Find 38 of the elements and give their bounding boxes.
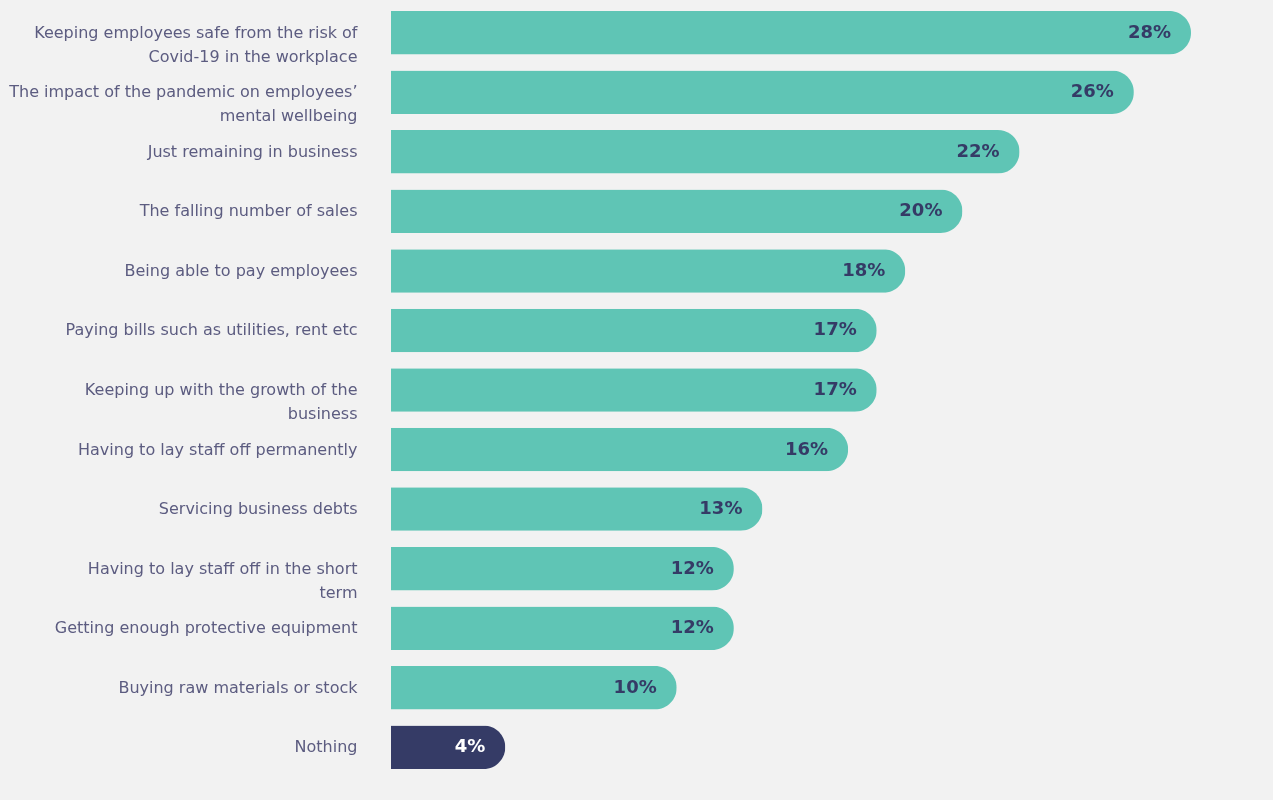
bar xyxy=(391,70,1134,114)
y-tick-label: Servicing business debts xyxy=(158,499,358,519)
y-tick-label: Nothing xyxy=(294,737,358,757)
y-tick-label: Paying bills such as utilities, rent etc xyxy=(65,320,358,340)
bar xyxy=(391,249,906,293)
bar xyxy=(391,130,1020,174)
bar xyxy=(391,308,877,353)
data-label: 16% xyxy=(785,437,829,459)
data-label: 20% xyxy=(899,199,943,221)
bar xyxy=(391,427,849,472)
y-tick-label: Having to lay staff off in the short term xyxy=(87,558,358,602)
y-tick-label: Just remaining in business xyxy=(146,141,358,161)
y-tick-label: Keeping up with the growth of the business xyxy=(84,380,358,423)
bar xyxy=(391,368,877,412)
bar xyxy=(391,606,734,650)
y-tick-label: Getting enough protective equipment xyxy=(54,618,358,638)
y-tick-label: Keeping employees safe from the risk of Covid-19 in the workplace xyxy=(34,22,358,66)
y-tick-label: The falling number of sales xyxy=(138,201,358,221)
y-tick-label: Being able to pay employees xyxy=(124,260,358,280)
data-label: 17% xyxy=(813,378,857,399)
data-label: 10% xyxy=(613,675,657,697)
bar xyxy=(391,10,1191,55)
data-label: 22% xyxy=(956,139,1000,161)
data-label: 12% xyxy=(670,616,714,638)
data-label: 4% xyxy=(454,735,486,757)
bar xyxy=(391,666,677,710)
data-label: 13% xyxy=(699,497,743,519)
data-label: 28% xyxy=(1127,20,1171,42)
y-tick-label: The impact of the pandemic on employees’ mental wellbeing xyxy=(8,82,358,126)
y-tick-label: Having to lay staff off permanently xyxy=(77,439,358,459)
data-label: 18% xyxy=(842,258,886,280)
bar xyxy=(391,546,734,591)
data-label: 17% xyxy=(813,318,857,340)
data-label: 26% xyxy=(1070,80,1114,102)
bar xyxy=(391,189,963,234)
data-label: 12% xyxy=(670,556,714,578)
y-tick-label: Buying raw materials or stock xyxy=(118,677,359,697)
bar xyxy=(391,487,763,531)
